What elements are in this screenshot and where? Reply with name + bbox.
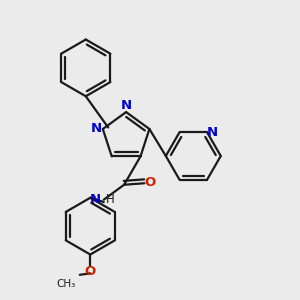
Text: H: H: [106, 193, 115, 206]
Text: N: N: [121, 99, 132, 112]
Text: N: N: [91, 122, 102, 136]
Text: O: O: [144, 176, 155, 189]
Text: O: O: [85, 265, 96, 278]
Text: CH₃: CH₃: [56, 279, 75, 289]
Text: N: N: [90, 193, 101, 206]
Text: N: N: [207, 126, 218, 139]
